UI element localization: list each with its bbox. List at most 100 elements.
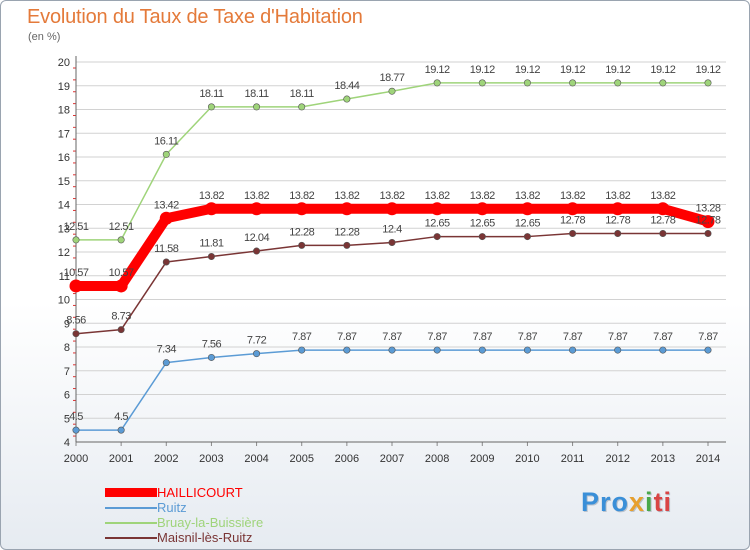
legend-label: Bruay-la-Buissière [157,515,264,530]
data-point [69,279,83,293]
data-label: 18.44 [334,80,359,92]
legend-swatch [105,536,157,539]
data-point [659,79,667,87]
data-point [569,346,577,354]
data-point [478,346,486,354]
x-tick-label: 2008 [425,453,449,465]
data-point [704,346,712,354]
data-label: 12.78 [695,214,720,226]
data-point [704,79,712,87]
data-point [343,241,351,249]
x-tick-label: 2014 [696,453,720,465]
data-point [204,202,218,216]
y-tick-label: 12 [58,247,70,259]
x-tick-label: 2002 [154,453,178,465]
data-label: 13.82 [199,190,224,202]
data-label: 19.12 [650,64,675,76]
data-point [298,241,306,249]
y-tick-label: 10 [58,295,70,307]
data-point [478,79,486,87]
legend-item: Bruay-la-Buissière [105,515,263,530]
data-point [478,233,486,241]
data-point [159,211,173,225]
data-point [611,202,625,216]
data-label: 13.82 [605,190,630,202]
data-point [253,247,261,255]
data-label: 7.87 [563,331,583,343]
data-point [250,202,264,216]
data-point [704,229,712,237]
data-label: 18.11 [199,88,224,100]
proxiti-logo: Proxiti [581,487,673,517]
data-point [523,233,531,241]
data-label: 7.87 [653,331,673,343]
data-label: 12.4 [382,224,402,236]
data-label: 12.51 [63,221,88,233]
x-tick-label: 2009 [470,453,494,465]
data-point [433,233,441,241]
legend-swatch [105,506,157,509]
y-tick-label: 5 [64,413,70,425]
data-point [343,95,351,103]
x-tick-label: 2000 [64,453,88,465]
data-label: 18.11 [244,88,269,100]
data-label: 12.65 [470,218,495,230]
data-point [340,202,354,216]
data-label: 12.28 [289,226,314,238]
data-point [72,236,80,244]
y-tick-label: 6 [64,390,70,402]
data-label: 13.82 [650,190,675,202]
data-point [614,79,622,87]
data-point [433,79,441,87]
data-label: 7.87 [427,331,447,343]
data-label: 13.28 [695,203,720,215]
y-tick-label: 11 [59,271,70,283]
data-point [253,103,261,111]
data-label: 7.87 [292,331,312,343]
data-label: 18.11 [290,88,315,100]
data-label: 11.58 [154,243,179,255]
data-label: 16.11 [154,135,179,147]
y-tick-label: 13 [58,223,70,235]
data-label: 19.12 [425,64,450,76]
data-label: 7.87 [698,331,718,343]
legend-swatch [105,521,157,524]
data-point [475,202,489,216]
data-point [298,346,306,354]
data-label: 7.56 [202,338,222,350]
x-tick-label: 2012 [605,453,629,465]
data-point [566,202,580,216]
data-point [569,229,577,237]
data-point [207,103,215,111]
data-point [656,202,670,216]
data-point [72,330,80,338]
data-label: 10.57 [63,267,88,279]
data-point [659,229,667,237]
data-point [298,103,306,111]
data-label: 13.82 [470,190,495,202]
data-point [388,239,396,247]
data-label: 13.82 [379,190,404,202]
data-label: 7.34 [157,344,177,356]
data-point [295,202,309,216]
data-label: 13.82 [515,190,540,202]
data-label: 12.51 [109,221,134,233]
y-tick-label: 16 [58,152,70,164]
y-tick-label: 7 [64,366,70,378]
chart-title: Evolution du Taux de Taxe d'Habitation [27,6,363,28]
unit-label: (en %) [28,31,61,43]
y-tick-label: 9 [64,318,70,330]
data-label: 19.12 [470,64,495,76]
data-point [520,202,534,216]
data-label: 7.87 [473,331,493,343]
data-label: 7.87 [608,331,628,343]
y-tick-label: 15 [58,176,70,188]
data-label: 7.72 [247,335,267,347]
data-point [385,202,399,216]
data-label: 19.12 [560,64,585,76]
legend-label: Maisnil-lès-Ruitz [157,530,253,545]
x-tick-label: 2010 [515,453,539,465]
y-tick-label: 4 [64,437,70,449]
data-label: 12.78 [650,214,675,226]
